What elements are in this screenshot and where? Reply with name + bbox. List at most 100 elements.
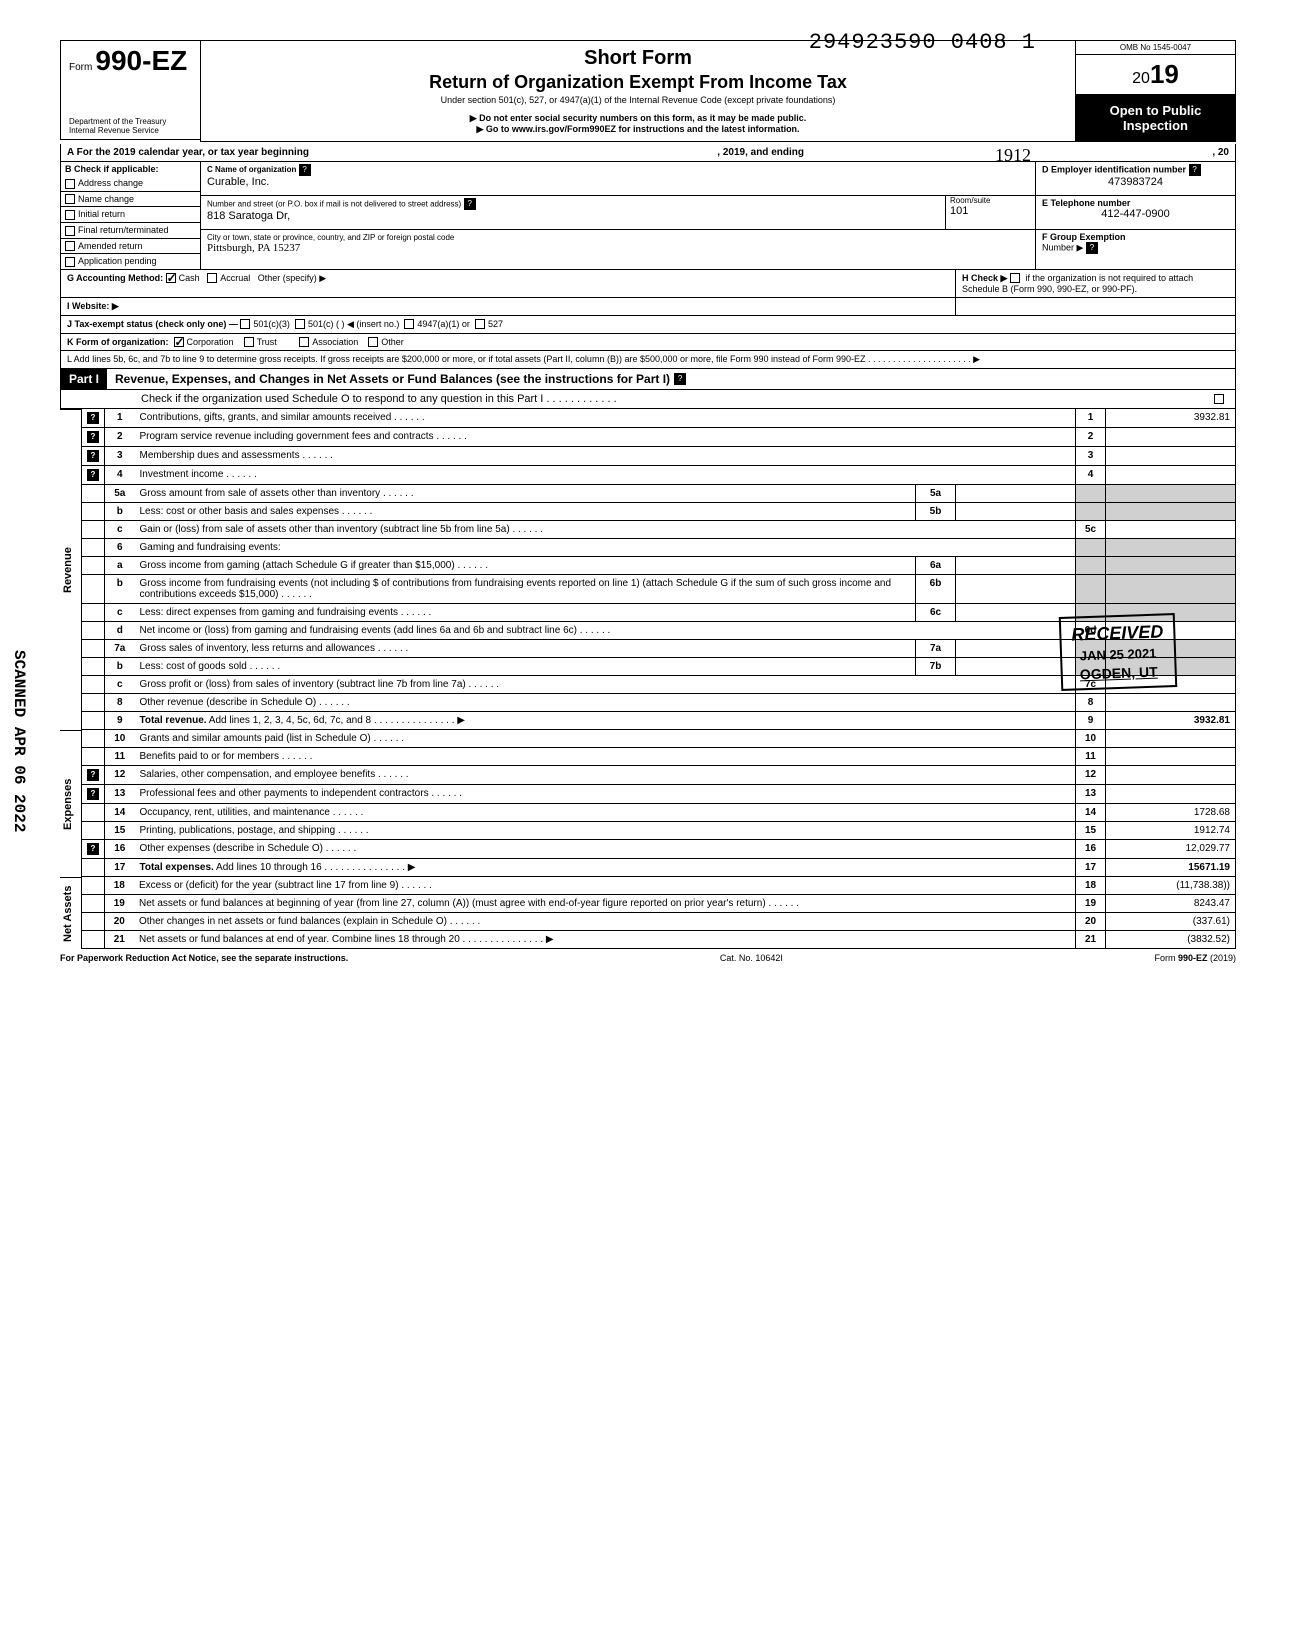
checkbox-schedule-o[interactable] [1214,394,1224,404]
checkbox-other-org[interactable] [368,337,378,347]
org-address: 818 Saratoga Dr, [207,210,290,222]
help-icon[interactable]: ? [87,788,99,800]
label-assoc: Association [312,337,358,347]
label-final-return: Final return/terminated [78,225,169,235]
tax-year: 19 [1150,59,1179,89]
row-a-left: A For the 2019 calendar year, or tax yea… [67,147,309,158]
checkbox-501c3[interactable] [240,319,250,329]
checkbox-corp[interactable] [174,337,184,347]
help-icon[interactable]: ? [87,450,99,462]
checkbox-accrual[interactable] [207,273,217,283]
omb-number: OMB No 1545-0047 [1076,41,1235,55]
label-corp: Corporation [187,337,234,347]
label-other-method: Other (specify) ▶ [258,273,326,283]
checkbox-assoc[interactable] [299,337,309,347]
label-527: 527 [488,319,503,329]
received-location: OGDEN, UT [1072,663,1165,682]
revenue-label: Revenue [60,409,82,730]
section-c-label: C Name of organization [207,165,296,174]
label-trust: Trust [257,337,277,347]
label-address-change: Address change [78,178,143,188]
stamp-number: 294923590 0408 1 [809,30,1036,55]
checkbox-name-change[interactable] [65,194,75,204]
checkbox-amended[interactable] [65,241,75,251]
checkbox-app-pending[interactable] [65,257,75,267]
expense-table: 10Grants and similar amounts paid (list … [82,730,1236,877]
footer-right: Form 990-EZ (2019) [1154,953,1236,963]
section-d-label: D Employer identification number [1042,164,1186,174]
phone-value: 412-447-0900 [1042,208,1229,220]
room-label: Room/suite [950,196,990,205]
help-icon[interactable]: ? [87,769,99,781]
section-f-label: F Group Exemption [1042,232,1126,242]
title-main: Return of Organization Exempt From Incom… [211,72,1065,93]
checkbox-4947[interactable] [404,319,414,329]
help-icon[interactable]: ? [87,431,99,443]
help-icon[interactable]: ? [464,198,476,210]
warning-ssn: ▶ Do not enter social security numbers o… [211,113,1065,124]
netasset-table: 18Excess or (deficit) for the year (subt… [82,877,1236,949]
footer-mid: Cat. No. 10642I [720,953,783,963]
label-initial-return: Initial return [78,209,125,219]
label-accrual: Accrual [220,273,250,283]
year-prefix: 20 [1132,70,1150,87]
ein-value: 473983724 [1042,176,1229,188]
label-501c: 501(c) ( ) ◀ (insert no.) [308,319,399,329]
header-grid: B Check if applicable: Address change Na… [60,162,1236,270]
help-icon[interactable]: ? [674,373,686,385]
expenses-label: Expenses [60,730,82,877]
row-i-label: I Website: ▶ [67,301,119,311]
room-value: 101 [950,205,968,217]
help-icon[interactable]: ? [87,843,99,855]
row-a-mid: , 2019, and ending [717,147,804,158]
row-h-label: H Check ▶ [962,273,1007,283]
checkbox-final-return[interactable] [65,226,75,236]
help-icon[interactable]: ? [87,469,99,481]
form-number: 990-EZ [95,45,187,76]
help-icon[interactable]: ? [1086,242,1098,254]
footer-left: For Paperwork Reduction Act Notice, see … [60,953,348,963]
label-other-org: Other [381,337,404,347]
help-icon[interactable]: ? [87,412,99,424]
received-date: JAN 25 2021 [1072,645,1164,663]
footer: For Paperwork Reduction Act Notice, see … [60,949,1236,963]
row-a: A For the 2019 calendar year, or tax yea… [60,144,1236,162]
help-icon[interactable]: ? [1189,164,1201,176]
dept-label: Department of the Treasury Internal Reve… [69,117,192,135]
received-stamp: RECEIVED JAN 25 2021 OGDEN, UT [1059,613,1178,691]
netassets-label: Net Assets [60,877,82,949]
received-label: RECEIVED [1071,621,1164,645]
part1-check-text: Check if the organization used Schedule … [141,393,617,405]
addr-label: Number and street (or P.O. box if mail i… [207,199,461,208]
label-name-change: Name change [78,194,134,204]
open-public-label: Open to Public Inspection [1076,95,1235,141]
city-label: City or town, state or province, country… [207,233,454,242]
checkbox-527[interactable] [475,319,485,329]
warning-url: ▶ Go to www.irs.gov/Form990EZ for instru… [211,124,1065,135]
form-header: Form 990-EZ Department of the Treasury I… [60,40,1236,142]
section-b-header: B Check if applicable: [61,162,200,176]
label-amended: Amended return [78,241,143,251]
row-j-label: J Tax-exempt status (check only one) — [67,319,238,329]
part1-title: Revenue, Expenses, and Changes in Net As… [107,372,670,386]
scanned-stamp: SCANNED APR 06 2022 [10,650,28,832]
label-4947: 4947(a)(1) or [417,319,470,329]
help-icon[interactable]: ? [299,164,311,176]
row-a-right: , 20 [1212,147,1229,158]
section-f-label2: Number ▶ [1042,242,1083,252]
checkbox-initial-return[interactable] [65,210,75,220]
form-prefix: Form [69,62,92,73]
checkbox-501c[interactable] [295,319,305,329]
checkbox-trust[interactable] [244,337,254,347]
section-e-label: E Telephone number [1042,198,1130,208]
part1-label: Part I [61,369,107,389]
label-app-pending: Application pending [78,256,157,266]
checkbox-schedule-b[interactable] [1010,273,1020,283]
org-name: Curable, Inc. [207,176,269,188]
row-l-text: L Add lines 5b, 6c, and 7b to line 9 to … [61,351,1235,368]
checkbox-address-change[interactable] [65,179,75,189]
label-501c3: 501(c)(3) [253,319,290,329]
checkbox-cash[interactable] [166,273,176,283]
row-k-label: K Form of organization: [67,337,169,347]
org-city: Pittsburgh, PA 15237 [207,242,300,254]
